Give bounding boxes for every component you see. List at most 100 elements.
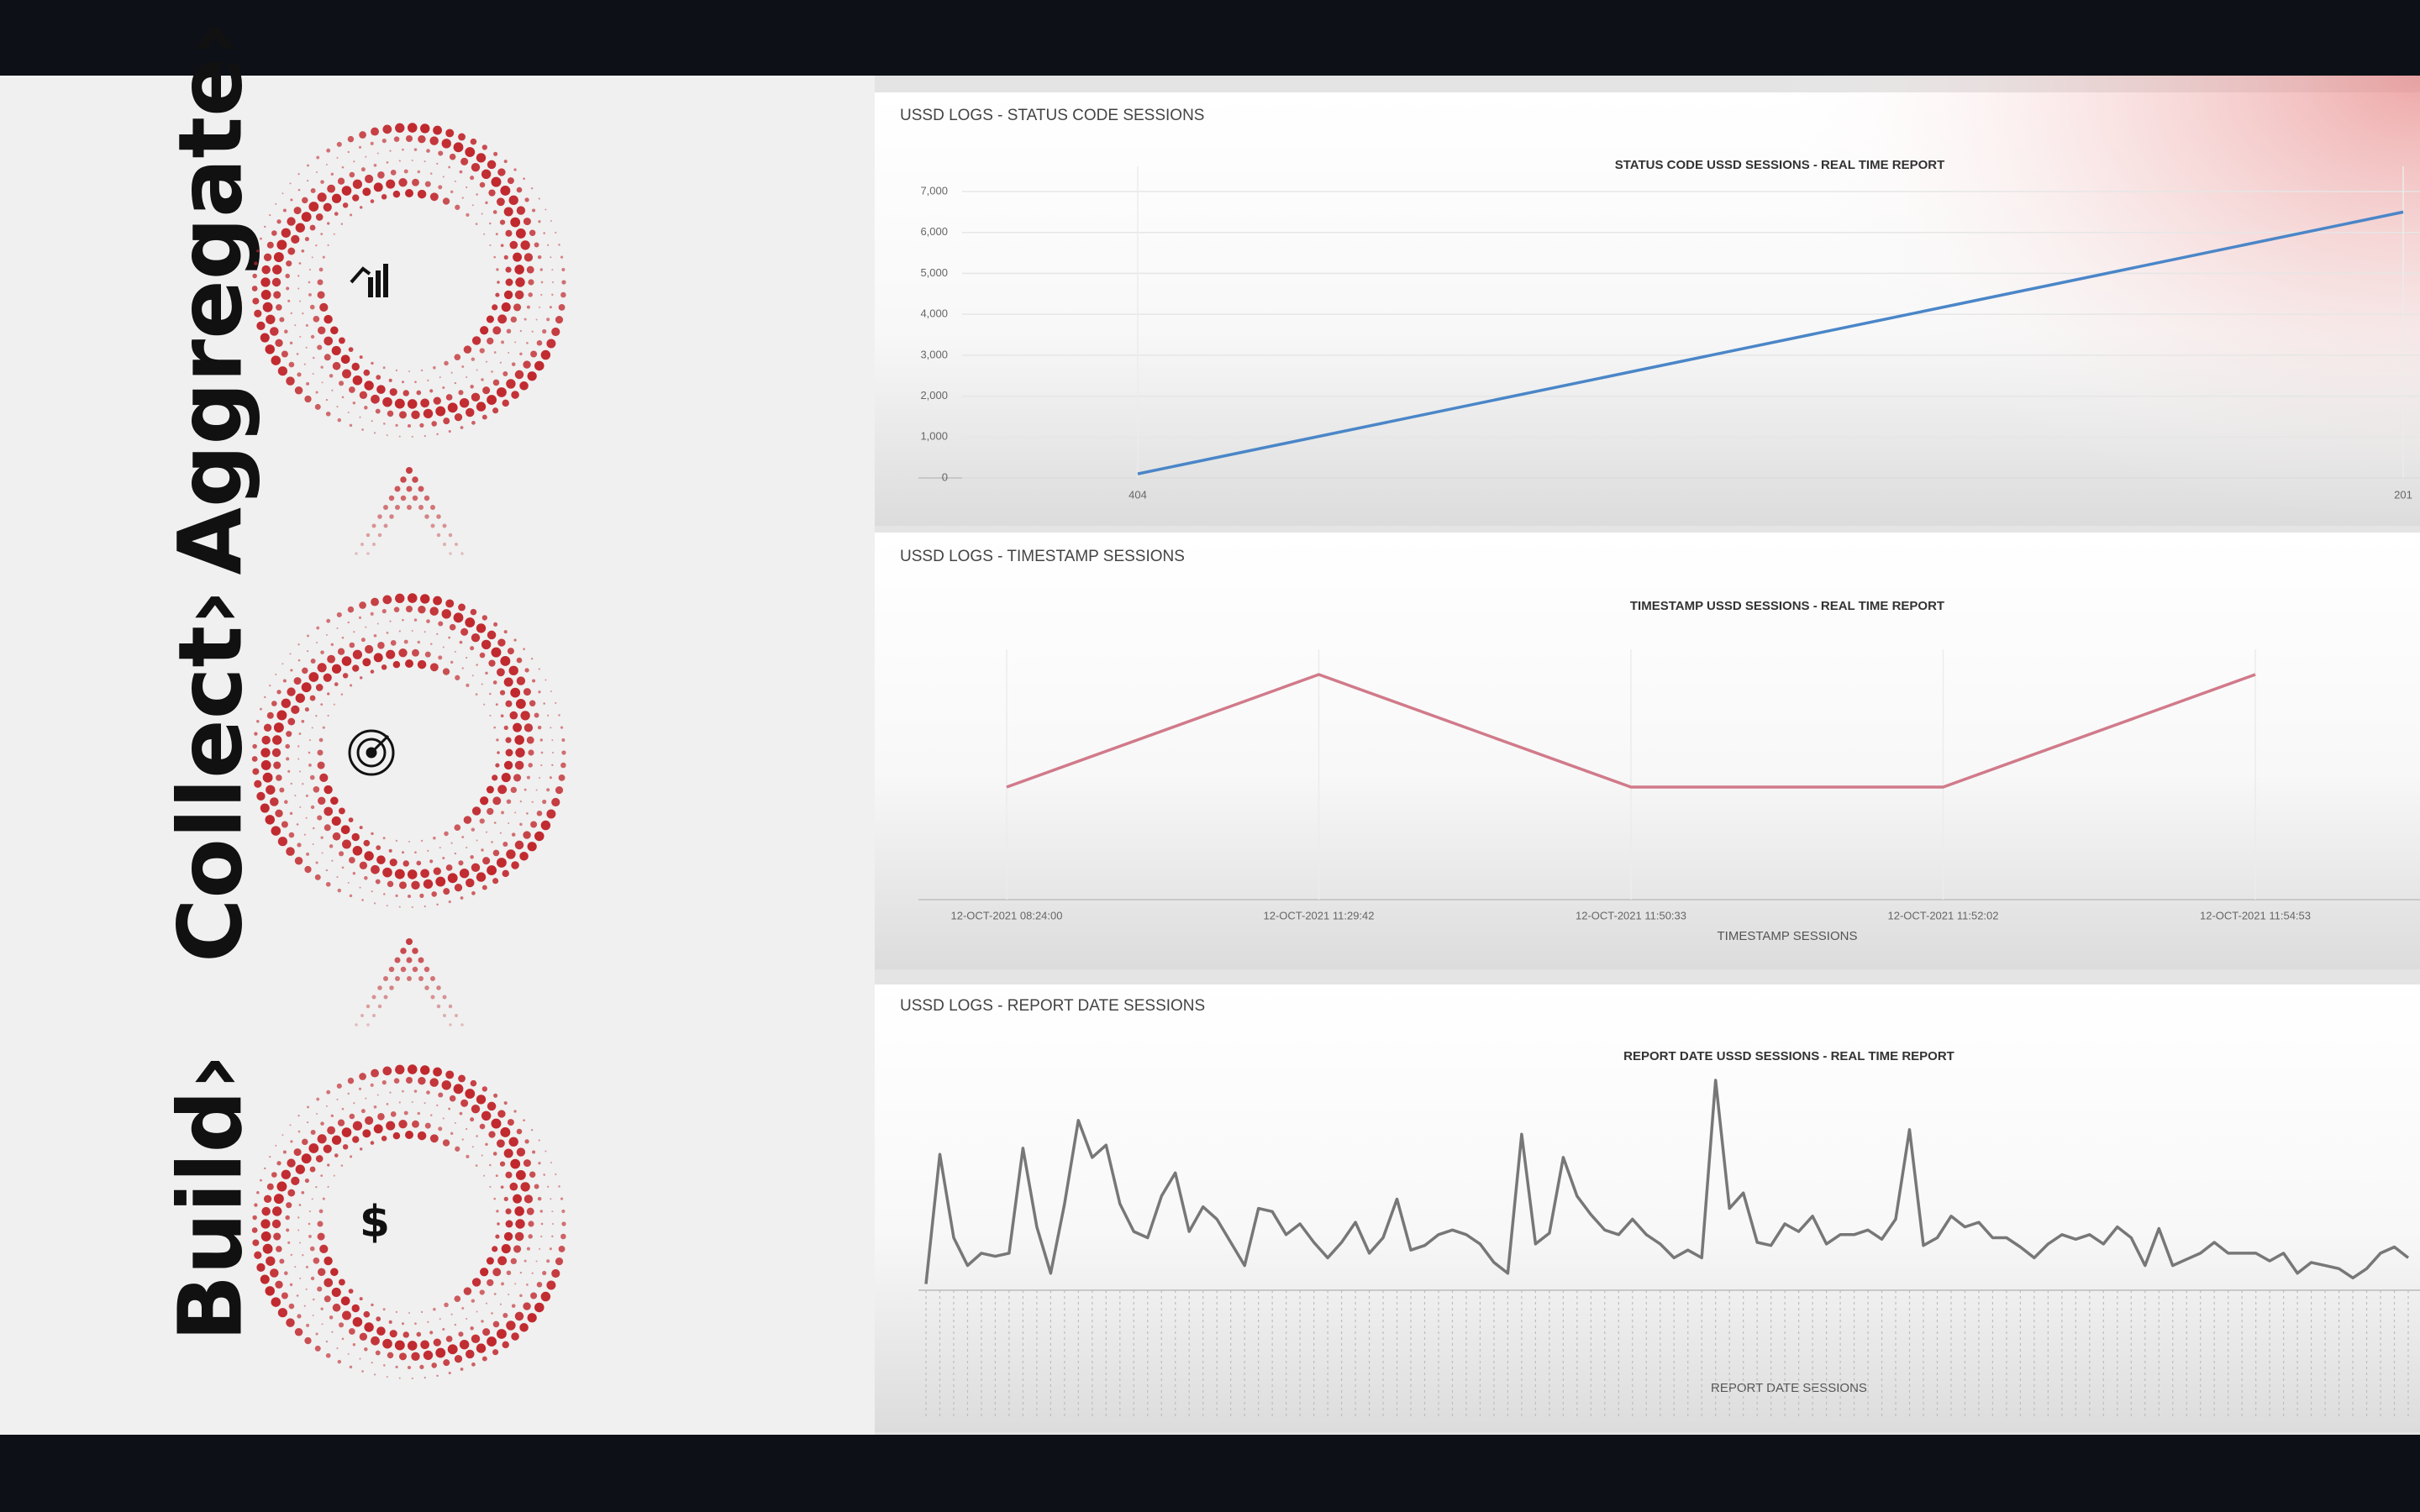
dot bbox=[286, 1228, 290, 1232]
dot bbox=[315, 244, 318, 247]
dot bbox=[516, 1128, 523, 1135]
dot bbox=[461, 1138, 464, 1141]
dot bbox=[524, 668, 529, 673]
dot bbox=[523, 1259, 527, 1263]
dot bbox=[485, 360, 488, 363]
dot bbox=[322, 726, 325, 729]
dot bbox=[481, 639, 492, 650]
dot bbox=[382, 124, 392, 134]
dollar-icon: $ bbox=[360, 1197, 390, 1247]
dot bbox=[493, 255, 497, 259]
dot bbox=[392, 660, 401, 669]
dot bbox=[526, 736, 534, 744]
dot bbox=[355, 552, 358, 555]
dot bbox=[386, 905, 388, 907]
dot bbox=[314, 874, 321, 880]
dot bbox=[329, 844, 334, 848]
dot bbox=[516, 676, 526, 685]
dot bbox=[395, 894, 398, 897]
dot bbox=[373, 653, 383, 663]
dot bbox=[455, 1146, 460, 1152]
dot bbox=[407, 423, 412, 428]
dot bbox=[266, 241, 274, 249]
dot bbox=[294, 1328, 303, 1336]
dot bbox=[295, 1164, 305, 1174]
dot bbox=[315, 213, 324, 221]
dot bbox=[450, 660, 454, 664]
dot bbox=[529, 229, 536, 237]
dot bbox=[337, 417, 342, 423]
dot bbox=[420, 594, 430, 604]
dot bbox=[377, 171, 385, 179]
dot bbox=[413, 148, 418, 151]
dot bbox=[301, 719, 305, 723]
dot bbox=[350, 1155, 353, 1158]
dot bbox=[272, 735, 282, 745]
y-tick-label: 1,000 bbox=[920, 430, 948, 443]
dot bbox=[438, 1126, 443, 1131]
dot bbox=[287, 1189, 296, 1197]
dot bbox=[460, 1368, 464, 1371]
dot bbox=[549, 1247, 552, 1251]
dot bbox=[298, 300, 301, 302]
dot bbox=[458, 390, 464, 396]
dot bbox=[515, 748, 525, 758]
dot bbox=[420, 369, 424, 372]
dot bbox=[318, 1268, 326, 1277]
dot bbox=[535, 318, 538, 321]
dot bbox=[281, 663, 284, 665]
dot bbox=[513, 168, 517, 171]
dot bbox=[276, 690, 281, 695]
dot bbox=[492, 304, 498, 311]
dot bbox=[327, 692, 330, 696]
dot bbox=[551, 293, 554, 297]
dot bbox=[514, 341, 517, 344]
dot bbox=[276, 710, 287, 721]
dot bbox=[275, 1144, 277, 1147]
dot bbox=[558, 1185, 560, 1188]
dot bbox=[450, 1313, 453, 1315]
dot bbox=[497, 387, 507, 397]
dot bbox=[372, 1014, 376, 1017]
dot bbox=[281, 1169, 292, 1179]
dot bbox=[330, 1268, 339, 1277]
dot bbox=[366, 1023, 370, 1026]
dot bbox=[360, 1014, 364, 1017]
dot bbox=[364, 406, 368, 410]
dot bbox=[492, 849, 500, 857]
x-tick-label: 12-OCT-2021 11:52:02 bbox=[1887, 909, 1998, 921]
dot bbox=[360, 1109, 366, 1114]
dot bbox=[482, 857, 491, 865]
dot bbox=[266, 1256, 276, 1266]
dot bbox=[433, 125, 442, 135]
dot bbox=[471, 1104, 481, 1114]
dot bbox=[515, 1169, 526, 1180]
dot bbox=[454, 381, 457, 385]
dot bbox=[284, 800, 288, 805]
dot bbox=[514, 811, 517, 814]
dot bbox=[301, 682, 312, 693]
dot bbox=[376, 845, 381, 851]
dot bbox=[460, 157, 469, 165]
dot bbox=[317, 1286, 323, 1292]
dot bbox=[364, 1322, 374, 1332]
dot bbox=[513, 1110, 517, 1113]
dot bbox=[400, 476, 407, 483]
dot bbox=[483, 703, 486, 706]
dot bbox=[341, 165, 345, 169]
dot bbox=[358, 145, 362, 149]
dot bbox=[463, 1287, 472, 1295]
dot bbox=[324, 1256, 333, 1266]
dot bbox=[461, 365, 465, 368]
dot bbox=[445, 864, 453, 871]
dot bbox=[315, 861, 318, 864]
dot bbox=[485, 1302, 488, 1305]
dot bbox=[364, 876, 368, 880]
panel-title: USSD LOGS - TIMESTAMP SESSIONS bbox=[900, 548, 1185, 565]
dot bbox=[288, 1303, 295, 1310]
dot bbox=[497, 314, 508, 324]
dot bbox=[466, 1349, 475, 1359]
dot bbox=[475, 223, 478, 225]
dot bbox=[287, 299, 291, 302]
dot bbox=[526, 1207, 534, 1215]
